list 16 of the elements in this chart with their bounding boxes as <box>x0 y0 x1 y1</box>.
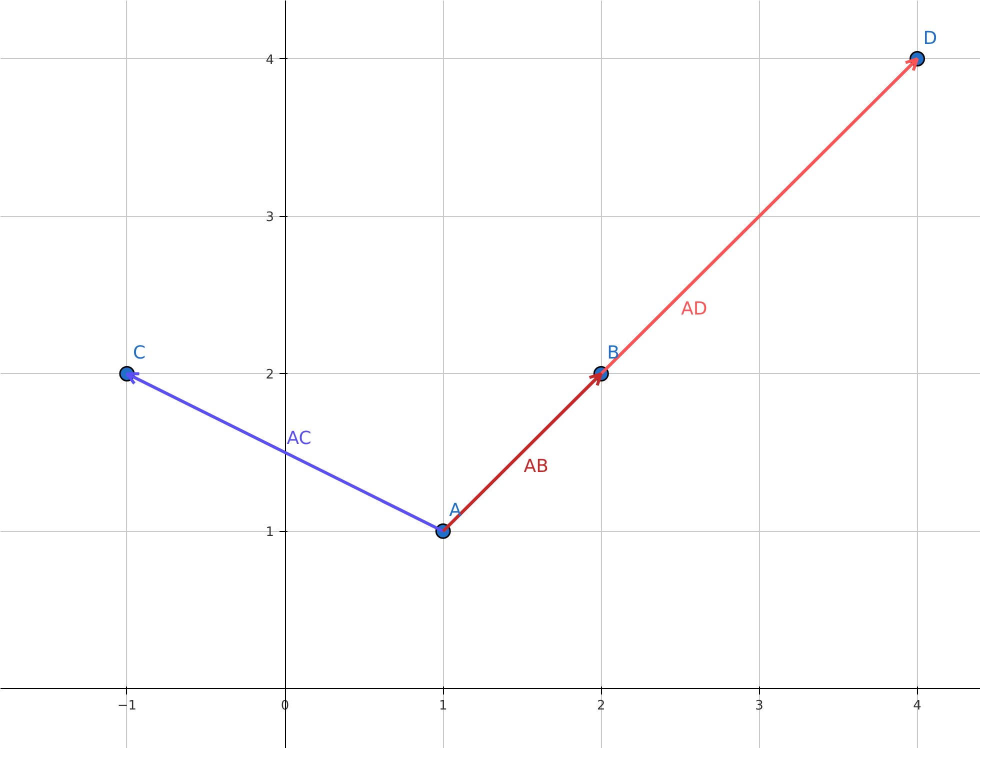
annotation: B <box>607 342 620 364</box>
y-tick-label: 2 <box>266 368 274 383</box>
annotation: D <box>923 28 938 49</box>
x-tick-label: 4 <box>913 698 922 714</box>
y-tick-label: 4 <box>266 52 274 68</box>
x-tick-label: 3 <box>755 698 764 714</box>
series-label: AB <box>524 456 548 477</box>
y-tick-label: 3 <box>266 210 274 226</box>
annotation: A <box>449 500 462 522</box>
series-label: AC <box>286 428 312 449</box>
y-tick-label: 1 <box>266 525 274 540</box>
annotation: C <box>132 342 146 364</box>
x-tick-label: 1 <box>438 698 448 714</box>
x-tick-label: 2 <box>597 698 606 714</box>
series-label: AD <box>681 298 708 320</box>
x-tick-label: −1 <box>117 698 137 714</box>
